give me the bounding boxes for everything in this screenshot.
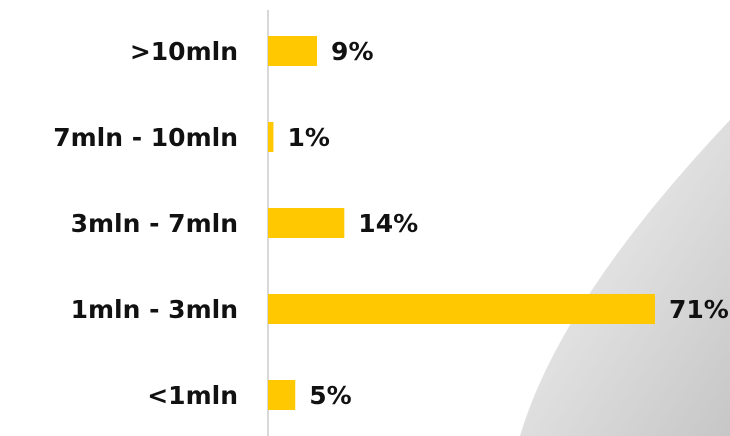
- background-decoration: [520, 120, 730, 436]
- value-label: 9%: [331, 37, 373, 66]
- category-label: <1mln: [147, 381, 238, 410]
- bar: [268, 36, 318, 66]
- bar: [268, 294, 655, 324]
- bar: [268, 380, 296, 410]
- category-label: 7mln - 10mln: [53, 123, 238, 152]
- category-label: 1mln - 3mln: [71, 295, 238, 324]
- category-label: 3mln - 7mln: [71, 209, 238, 238]
- value-label: 71%: [669, 295, 729, 324]
- bar: [268, 122, 274, 152]
- value-label: 1%: [287, 123, 329, 152]
- bar: [268, 208, 345, 238]
- category-label: >10mln: [130, 37, 238, 66]
- value-label: 14%: [358, 209, 418, 238]
- value-label: 5%: [309, 381, 351, 410]
